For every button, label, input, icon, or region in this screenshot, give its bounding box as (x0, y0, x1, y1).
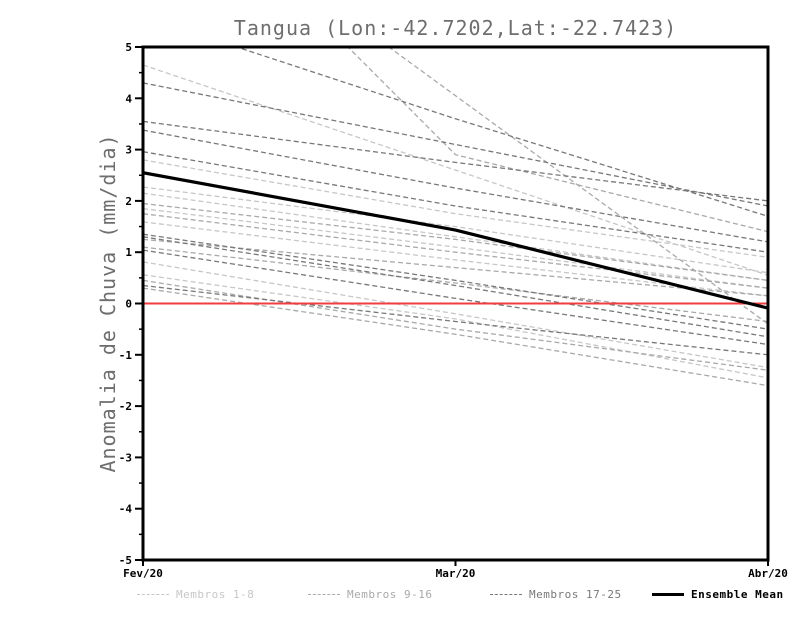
legend-label: Membros 17-25 (529, 587, 622, 601)
legend-item-membros-9-16: Membros 9-16 (308, 586, 432, 602)
ensemble-member-line-group1 (143, 64, 768, 276)
y-tick-label: -2 (119, 400, 132, 413)
ensemble-member-line-group2 (143, 202, 768, 282)
ensemble-member-line-group2 (347, 47, 768, 233)
legend-label: Membros 1-8 (176, 587, 255, 601)
y-tick-label: -1 (119, 349, 133, 362)
x-tick-label: Abr/20 (748, 567, 788, 580)
ensemble-member-line-group3 (234, 47, 768, 217)
ensemble-member-line-group3 (143, 236, 768, 338)
ensemble-member-line-group3 (143, 120, 768, 202)
x-tick-label: Mar/20 (436, 567, 476, 580)
y-tick-label: -5 (119, 554, 132, 567)
ensemble-member-line-group2 (143, 213, 768, 289)
ensemble-member-line-group3 (143, 129, 768, 243)
ensemble-member-line-group2 (143, 246, 768, 323)
y-tick-label: 1 (125, 246, 132, 259)
plot-lines-group (143, 47, 768, 387)
dashed-line-sample-icon (490, 593, 522, 595)
y-tick-label: 3 (125, 144, 132, 157)
y-tick-label: -4 (119, 503, 133, 516)
ensemble-member-line-group3 (143, 82, 768, 207)
ensemble-member-line-group2 (143, 238, 768, 297)
ensemble-member-line-group1 (143, 186, 768, 274)
chart-title: Tangua (Lon:-42.7202,Lat:-22.7423) (233, 16, 678, 40)
legend: Membros 1-8 Membros 9-16 Membros 17-25 E… (0, 586, 800, 604)
y-tick-label: -3 (119, 451, 132, 464)
ensemble-member-line-group2 (387, 47, 768, 325)
dashed-line-sample-icon (137, 593, 169, 595)
legend-label: Membros 9-16 (347, 587, 433, 601)
ensemble-member-line-group1 (143, 274, 768, 379)
ensemble-member-line-group1 (143, 261, 768, 369)
ensemble-member-line-group3 (143, 151, 768, 253)
ensemble-member-line-group1 (143, 192, 768, 282)
ensemble-member-line-group1 (143, 159, 768, 258)
solid-line-sample-icon (652, 592, 684, 596)
y-tick-label: 4 (125, 92, 132, 105)
legend-label: Ensemble Mean (691, 587, 784, 601)
ensemble-member-line-group1 (143, 207, 768, 289)
legend-item-membros-1-8: Membros 1-8 (137, 586, 254, 602)
ensemble-member-line-group3 (143, 249, 768, 346)
y-tick-label: 5 (125, 41, 132, 54)
ensemble-member-line-group3 (143, 233, 768, 330)
y-tick-label: 0 (125, 298, 132, 311)
y-tick-label: 2 (125, 195, 132, 208)
dashed-line-sample-icon (308, 593, 340, 595)
x-tick-label: Fev/20 (123, 567, 163, 580)
ensemble-member-line-group2 (143, 279, 768, 371)
ensemble-member-line-group3 (143, 284, 768, 356)
ensemble-member-line-group1 (143, 221, 768, 297)
legend-item-membros-17-25: Membros 17-25 (490, 586, 622, 602)
legend-item-ensemble-mean: Ensemble Mean (652, 586, 784, 602)
ensemble-mean-line (143, 171, 768, 310)
